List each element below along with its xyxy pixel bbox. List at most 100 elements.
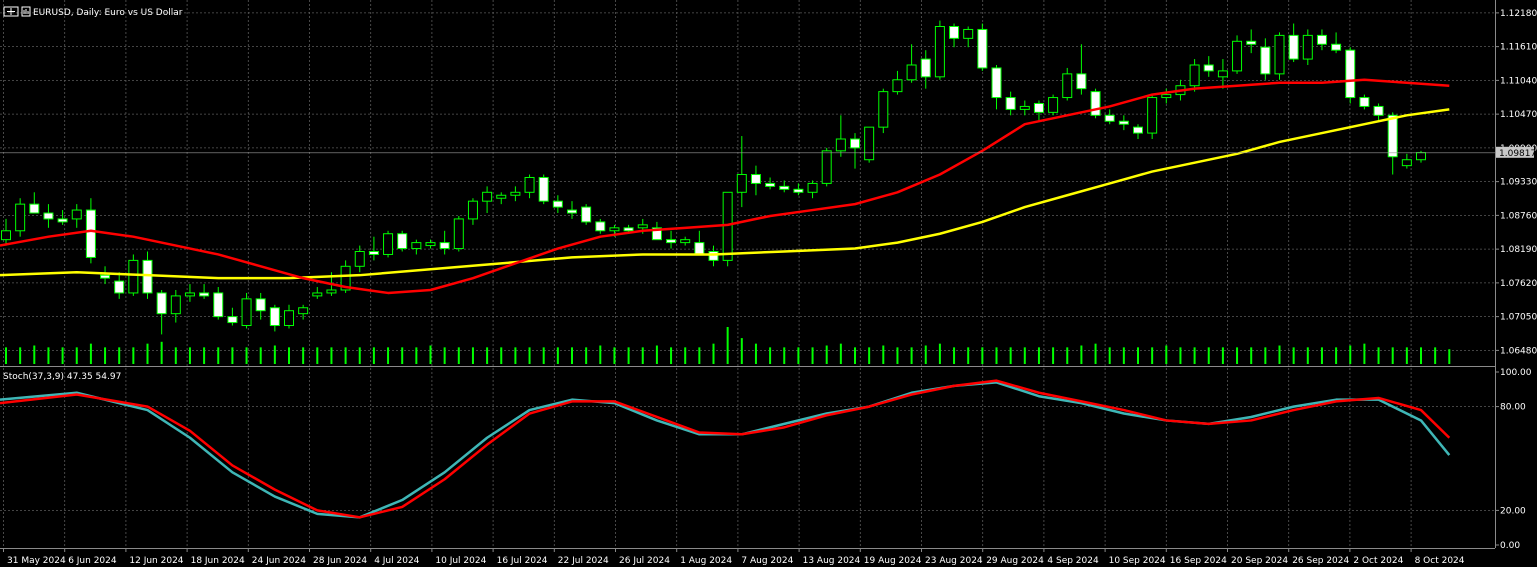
candle [1331, 32, 1342, 54]
price-tick-label: 1.08760 [1500, 211, 1537, 221]
candle [467, 198, 478, 225]
candle-body-down [255, 298, 266, 312]
candle-body-down [269, 307, 280, 327]
candle [29, 192, 40, 214]
candlesticks [1, 20, 1426, 335]
stoch-tick-label: 0.00 [1500, 541, 1520, 551]
candle [1090, 88, 1101, 119]
candle-body-down [85, 209, 96, 258]
candle-body-down [581, 206, 592, 223]
stoch-lines [0, 379, 1451, 519]
candle [1118, 115, 1129, 131]
stoch-tick-label: 80.00 [1500, 403, 1526, 413]
candle-body-up [680, 239, 691, 244]
candle-body-up [1217, 70, 1228, 78]
candle-body-down [213, 292, 224, 318]
stoch-tick-label: 100.00 [1500, 368, 1532, 378]
candle-body-up [482, 191, 493, 202]
candle [949, 23, 960, 48]
candle-body-down [57, 218, 68, 223]
candle-body-up [170, 295, 181, 315]
candle-body-up [354, 251, 365, 267]
price-tick-label: 1.07050 [1500, 313, 1537, 323]
candle-body-down [1104, 114, 1115, 122]
candle-body-down [651, 227, 662, 241]
stoch-tick-label: 20.00 [1500, 506, 1526, 516]
candle-body-up [524, 176, 535, 193]
time-tick-label: 10 Jul 2024 [435, 556, 486, 566]
candle-body-up [963, 28, 974, 39]
candle [821, 147, 832, 187]
candle [1147, 94, 1158, 139]
candle-body-up [1048, 97, 1059, 113]
candle [963, 26, 974, 48]
candle-body-up [835, 138, 846, 152]
price-tick-label: 1.09330 [1500, 178, 1537, 188]
candle-body-down [977, 28, 988, 69]
candle [779, 180, 790, 193]
candle-body-up [637, 224, 648, 229]
candle-body-up [496, 194, 507, 199]
time-tick-label: 16 Sep 2024 [1170, 556, 1227, 566]
candle-body-up [864, 126, 875, 161]
candle-body-up [906, 64, 917, 81]
price-tick-label: 1.08190 [1500, 245, 1537, 255]
candle [1, 218, 11, 246]
candle [1387, 112, 1398, 175]
candle-body-down [29, 203, 40, 214]
candle [100, 266, 111, 285]
time-tick-label: 7 Aug 2024 [741, 556, 793, 566]
candle-body-up [821, 150, 832, 184]
candle [156, 289, 167, 335]
time-tick-label: 31 May 2024 [7, 556, 66, 566]
candle-body-up [1401, 159, 1412, 167]
candle [680, 236, 691, 246]
candle-body-down [227, 316, 238, 324]
candle [1203, 56, 1214, 77]
time-tick-label: 26 Jul 2024 [619, 556, 670, 566]
candle-body-up [1232, 40, 1243, 72]
candle [1345, 47, 1356, 104]
candle [708, 245, 719, 267]
candle-body-up [128, 259, 139, 294]
candle [1048, 94, 1059, 116]
candle-body-down [1090, 91, 1101, 116]
candle-body-down [1331, 43, 1342, 51]
candle-body-up [15, 203, 26, 232]
candle [312, 287, 323, 299]
candle [1288, 23, 1299, 63]
time-tick-label: 18 Jun 2024 [191, 556, 245, 566]
candle [114, 272, 125, 299]
candle-body-up [340, 265, 351, 291]
candle [934, 20, 945, 80]
candle-body-down [142, 259, 153, 294]
candle-body-down [920, 58, 931, 78]
candle-body-down [100, 274, 111, 279]
candle-body-down [850, 138, 860, 149]
candle [1274, 32, 1285, 80]
candle [1062, 67, 1073, 101]
candle-body-down [538, 176, 549, 202]
candle [184, 284, 195, 302]
candle-body-up [1019, 105, 1030, 110]
candle [1232, 35, 1243, 74]
candle-body-down [708, 251, 719, 261]
candle [1217, 59, 1228, 89]
stoch-title: Stoch(37,3,9) 47.35 54.97 [3, 372, 121, 382]
candle [906, 44, 917, 83]
candle-body-down [949, 26, 960, 39]
candle [1246, 29, 1257, 54]
candle [170, 289, 181, 323]
candle-body-up [71, 209, 82, 220]
time-tick-label: 12 Jun 2024 [129, 556, 183, 566]
candle [878, 88, 889, 134]
candle [1076, 44, 1087, 95]
time-tick-label: 13 Aug 2024 [803, 556, 861, 566]
candle-body-up [722, 191, 733, 261]
candle-body-down [1288, 34, 1299, 60]
candle-body-down [368, 251, 379, 255]
candle [298, 304, 309, 320]
candle [977, 23, 988, 71]
candle [581, 204, 592, 225]
candle [453, 215, 464, 252]
